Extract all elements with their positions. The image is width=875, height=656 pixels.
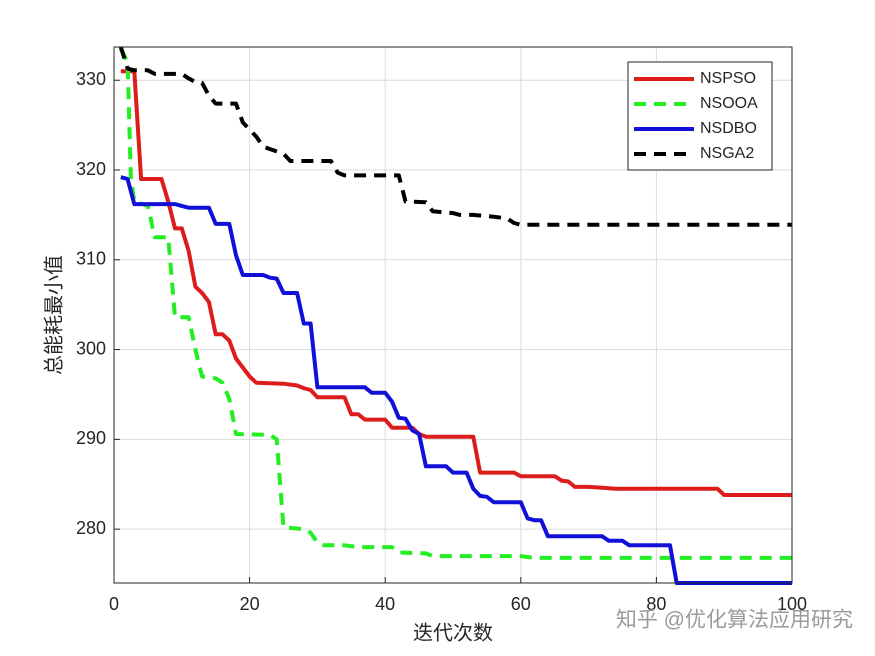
y-tick-label: 320: [76, 159, 106, 179]
legend-label: NSPSO: [700, 70, 756, 87]
y-tick-label: 300: [76, 338, 106, 358]
x-tick-label: 80: [646, 594, 666, 614]
y-tick-label: 280: [76, 518, 106, 538]
watermark: 知乎 @优化算法应用研究: [616, 609, 853, 632]
x-axis-label: 迭代次数: [413, 621, 493, 644]
series-line: [120, 175, 792, 585]
axes-box: [113, 46, 793, 584]
series-line: [119, 47, 792, 560]
ticks: 280 290 300 310 320 330 0 20 40 60 80 100: [76, 69, 807, 614]
x-tick-label: 40: [375, 594, 395, 614]
series-line: [120, 69, 792, 497]
x-tick-label: 60: [511, 594, 531, 614]
x-tick-label: 100: [777, 594, 807, 614]
y-axis-label: 总能耗最小值: [42, 255, 65, 375]
y-tick-label: 310: [76, 249, 106, 269]
legend-label: NSGA2: [700, 145, 754, 162]
x-tick-label: 20: [240, 594, 260, 614]
legend-label: NSDBO: [700, 120, 757, 137]
legend: NSPSO NSOOA NSDBO NSGA2: [627, 61, 773, 171]
y-tick-label: 330: [76, 69, 106, 89]
legend-label: NSOOA: [700, 95, 758, 112]
x-tick-label: 0: [109, 594, 119, 614]
series-line: [118, 46, 792, 227]
y-tick-label: 290: [76, 428, 106, 448]
lines: [118, 46, 792, 585]
